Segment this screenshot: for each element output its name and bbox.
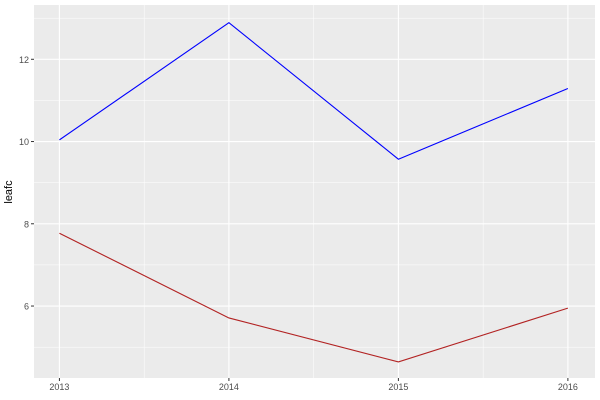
y-tick-label: 10 <box>19 137 29 147</box>
grid <box>34 5 595 378</box>
series-line-1 <box>59 21 569 160</box>
x-tick-label: 2016 <box>558 382 578 392</box>
plot-panel <box>34 5 595 378</box>
x-tick-label: 2013 <box>49 382 69 392</box>
series-line-2 <box>59 232 569 363</box>
y-axis-label: leafc <box>3 180 15 204</box>
x-tick-label: 2015 <box>388 382 408 392</box>
x-tick-label: 2014 <box>219 382 239 392</box>
series-lines <box>59 21 569 363</box>
axes: 6 8 10 12 2013 2014 2015 2016 <box>19 55 578 392</box>
y-tick-label: 6 <box>24 302 29 312</box>
y-tick-label: 12 <box>19 55 29 65</box>
y-tick-label: 8 <box>24 219 29 229</box>
